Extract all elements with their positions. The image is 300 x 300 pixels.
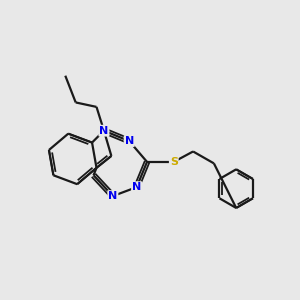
Text: N: N (108, 191, 118, 201)
Text: N: N (132, 182, 141, 192)
Text: S: S (170, 157, 178, 167)
Text: N: N (124, 136, 134, 146)
Text: N: N (99, 126, 109, 136)
